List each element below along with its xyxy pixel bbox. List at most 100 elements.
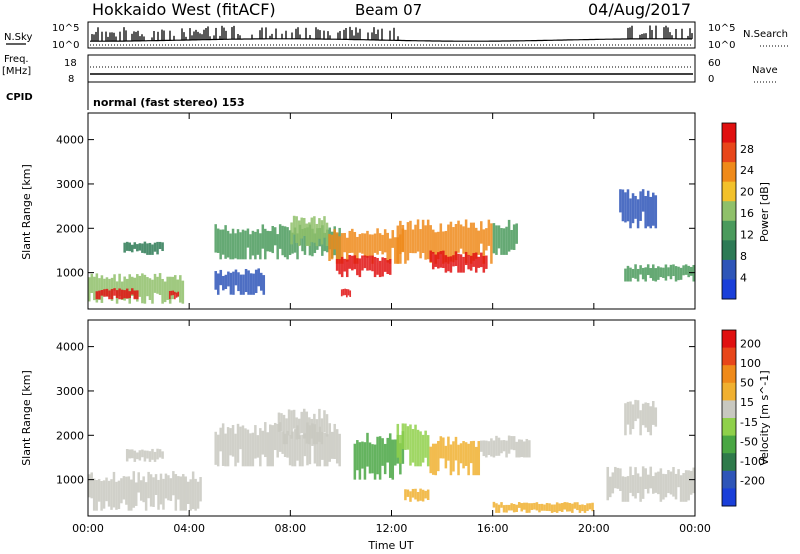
colorbar-swatch (722, 181, 736, 202)
heat-cell (447, 256, 450, 272)
heat-cell (502, 505, 506, 513)
heat-cell (298, 435, 302, 467)
heat-cell (482, 255, 486, 273)
station-title: Hokkaido West (fitACF) (92, 0, 276, 19)
heat-cell (103, 278, 106, 296)
heat-cell (654, 472, 658, 493)
heat-cell (614, 466, 617, 489)
heat-cell (487, 441, 491, 456)
heat-cell (273, 227, 277, 246)
heat-cell (437, 231, 440, 260)
heat-cell (133, 242, 137, 249)
heat-cell (102, 480, 106, 509)
heat-cell (259, 428, 262, 467)
heat-cell (176, 279, 180, 298)
heat-cell (477, 441, 481, 476)
heat-cell (505, 440, 508, 458)
heat-cell (353, 443, 357, 480)
heat-cell (447, 224, 450, 264)
freq-right-tick-top: 60 (708, 58, 721, 69)
heat-cell (424, 490, 427, 499)
heat-cell (147, 471, 150, 499)
heat-cell (224, 225, 227, 259)
heat-cell (143, 241, 147, 254)
heat-cell (153, 451, 157, 462)
heat-cell (136, 244, 139, 252)
heat-cell (222, 275, 225, 291)
heat-cell (305, 223, 309, 247)
heat-cell (348, 254, 352, 269)
heat-cell (624, 403, 627, 436)
velocity-heatmap (88, 399, 695, 513)
heat-cell (687, 470, 690, 501)
noise-right-tick-bottom: 10^0 (708, 40, 735, 51)
heat-cell (411, 488, 415, 498)
heat-cell (149, 474, 153, 507)
heat-cell (285, 418, 288, 445)
heat-cell (515, 441, 518, 458)
heat-cell (141, 273, 144, 304)
heat-cell (368, 442, 372, 474)
heat-cell (396, 423, 400, 458)
heat-cell (416, 429, 420, 467)
heat-cell (652, 192, 655, 226)
heat-cell (505, 226, 508, 255)
heat-cell (439, 251, 443, 268)
heat-cell (98, 278, 101, 301)
heat-cell (444, 230, 448, 263)
heat-cell (512, 436, 516, 451)
colorbar-swatch (722, 142, 736, 163)
heat-cell (419, 229, 422, 259)
heat-cell (281, 225, 284, 256)
heat-cell (156, 276, 159, 294)
heat-cell (246, 228, 250, 248)
heat-cell (664, 264, 668, 281)
heat-cell (231, 424, 235, 457)
heat-cell (687, 265, 690, 278)
heat-cell (214, 271, 217, 290)
heat-cell (229, 233, 232, 260)
x-tick-label: 08:00 (274, 522, 306, 535)
heat-cell (113, 288, 116, 296)
heat-cell (497, 437, 501, 456)
heat-cell (156, 448, 159, 460)
heat-cell (381, 257, 384, 277)
heat-cell (629, 198, 632, 229)
heat-cell (649, 268, 653, 279)
heat-cell (431, 251, 435, 270)
heat-cell (144, 482, 148, 511)
heat-cell (318, 426, 322, 467)
heat-cell (487, 219, 491, 246)
heat-cell (313, 233, 317, 254)
heat-cell (416, 219, 420, 252)
heat-cell (143, 450, 147, 462)
nsearch-label: N.Search (743, 29, 788, 40)
heat-cell (429, 446, 432, 474)
heat-cell (434, 443, 438, 476)
heat-cell (467, 227, 470, 256)
heat-cell (404, 423, 407, 450)
heat-cell (578, 504, 582, 513)
cpid-label: CPID (6, 92, 33, 103)
heat-cell (136, 290, 139, 300)
power-ylabel: Slant Range [km] (20, 164, 33, 260)
colorbar-swatch (722, 259, 736, 280)
heat-cell (118, 288, 121, 300)
heat-cell (363, 442, 367, 480)
heat-cell (141, 449, 144, 458)
heat-cell (249, 433, 252, 467)
colorbar-tick-label: 24 (740, 164, 754, 177)
heat-cell (571, 503, 574, 513)
heat-cell (406, 489, 410, 497)
heat-cell (424, 225, 427, 260)
heat-cell (214, 224, 217, 253)
heat-cell (394, 439, 397, 466)
heat-cell (151, 244, 154, 255)
heat-cell (122, 476, 126, 500)
heat-cell (286, 430, 289, 458)
heat-cell (353, 255, 357, 270)
heat-cell (234, 269, 238, 286)
heat-cell (158, 449, 162, 458)
heat-cell (437, 252, 440, 269)
heat-cell (316, 432, 319, 467)
